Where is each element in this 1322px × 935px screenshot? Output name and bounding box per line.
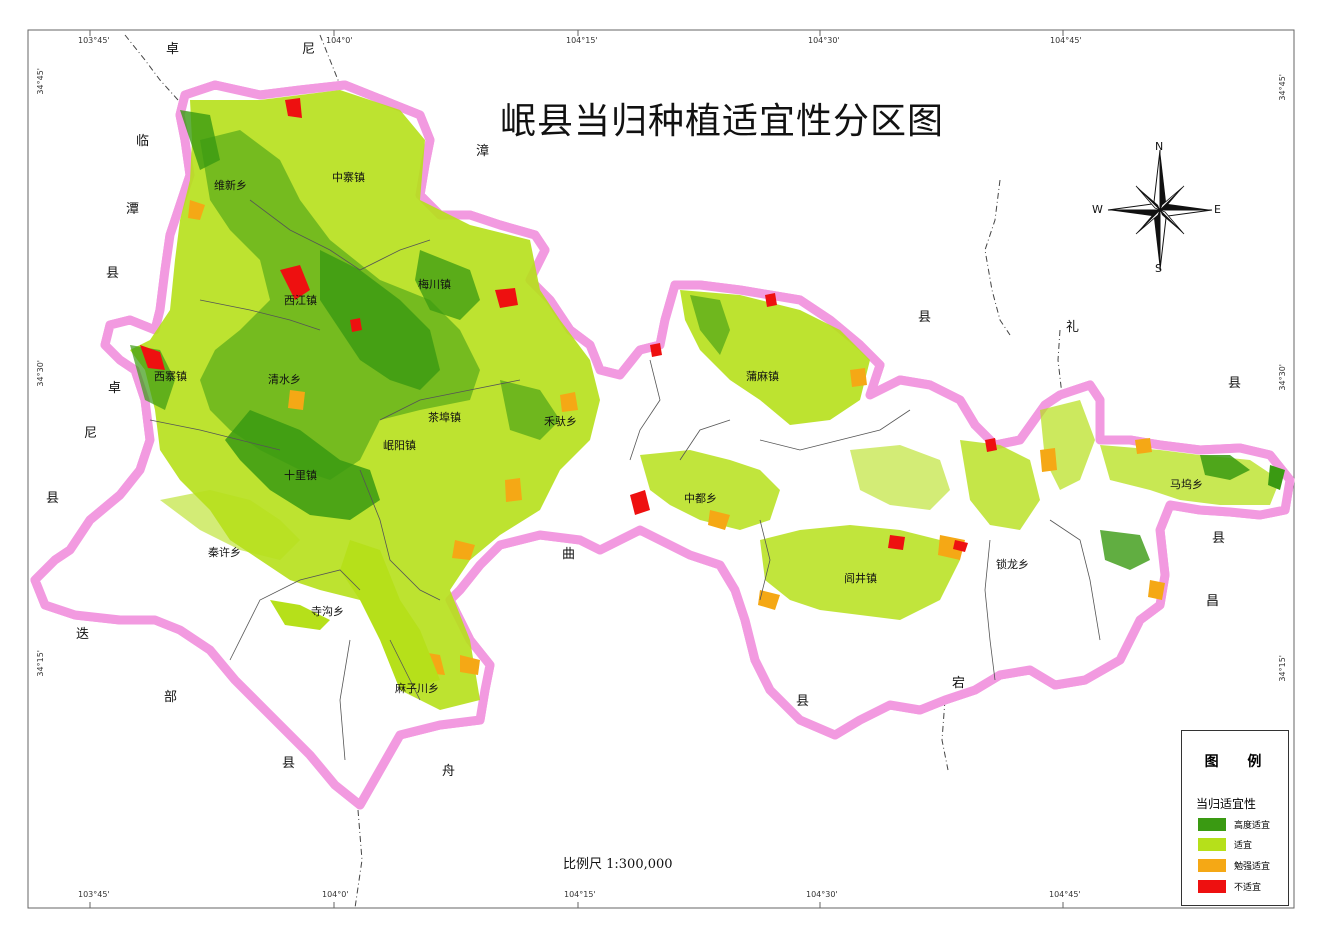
legend-swatch: [1198, 879, 1226, 893]
neighbor-label: 漳: [476, 144, 490, 159]
grid-label-top: 103°45': [78, 36, 110, 45]
neighbor-label: 昌: [1206, 594, 1220, 609]
neighbor-label: 县: [796, 694, 810, 709]
legend-item: 适宜: [1198, 837, 1252, 851]
town-label: 麻子川乡: [395, 682, 439, 695]
neighbor-label: 潭: [126, 202, 140, 217]
grid-label-bottom: 104°45': [1049, 890, 1081, 899]
town-label: 西寨镇: [154, 370, 187, 383]
neighbor-label: 舟: [442, 764, 456, 779]
town-label: 锁龙乡: [996, 558, 1029, 571]
town-label: 维新乡: [214, 179, 247, 192]
county-border-line: [941, 699, 949, 771]
grid-label-right: 34°45': [1278, 74, 1287, 101]
town-label: 闾井镇: [844, 572, 877, 585]
legend-label: 不适宜: [1234, 882, 1262, 893]
county-border-line: [354, 809, 363, 909]
neighbor-label: 县: [106, 266, 120, 281]
compass-n: N: [1155, 140, 1164, 153]
compass-rose-icon: [1107, 149, 1213, 271]
neighbor-label: 县: [46, 491, 60, 506]
town-label: 西江镇: [284, 294, 317, 307]
town-label: 禾驮乡: [544, 415, 577, 428]
neighbor-label: 县: [282, 756, 296, 771]
neighbor-label: 县: [1228, 376, 1242, 391]
grid-label-top: 104°30': [808, 36, 840, 45]
grid-label-left: 34°15': [36, 650, 45, 677]
town-label: 蒲麻镇: [746, 370, 779, 383]
county-border-line: [124, 34, 179, 101]
town-label: 梅川镇: [418, 278, 451, 291]
legend-swatch: [1198, 837, 1226, 851]
map-frame: [27, 29, 1295, 909]
legend-item: 不适宜: [1198, 879, 1261, 893]
legend-label: 高度适宜: [1234, 820, 1271, 831]
neighbor-label: 曲: [562, 547, 576, 562]
grid-label-right: 34°15': [1278, 655, 1287, 682]
county-border-line: [319, 34, 341, 86]
legend: 图 例 当归适宜性 高度适宜 适宜 勉强适宜 不适宜: [1181, 730, 1289, 906]
neighbor-label: 临: [136, 134, 150, 149]
scale-text: 比例尺 1:300,000: [563, 857, 673, 872]
neighbor-label: 县: [1212, 531, 1226, 546]
legend-swatch: [1198, 817, 1226, 831]
town-label: 茶埠镇: [428, 411, 461, 424]
grid-label-top: 104°0': [326, 36, 353, 45]
county-border-line: [984, 179, 1011, 336]
neighbor-label: 尼: [84, 426, 98, 441]
neighbor-label: 卓: [166, 42, 180, 57]
neighbor-label: 卓: [108, 381, 122, 396]
grid-label-top: 104°45': [1050, 36, 1082, 45]
town-label: 清水乡: [268, 373, 301, 386]
legend-label: 适宜: [1234, 840, 1253, 851]
town-label: 中都乡: [684, 492, 717, 505]
neighbor-label: 宕: [952, 676, 966, 691]
grid-label-left: 34°45': [36, 68, 45, 95]
map-title: 岷县当归种植适宜性分区图: [500, 101, 945, 142]
grid-label-top: 104°15': [566, 36, 598, 45]
compass-w: W: [1092, 203, 1103, 216]
legend-label: 勉强适宜: [1234, 861, 1271, 872]
neighbor-label: 尼: [302, 42, 316, 57]
neighbor-label: 礼: [1066, 320, 1080, 335]
county-border-line: [1057, 329, 1063, 396]
suitability-areas: [130, 90, 1285, 710]
grid-label-right: 34°30': [1278, 364, 1287, 391]
legend-item: 勉强适宜: [1198, 858, 1270, 872]
township-boundaries: [149, 199, 1101, 761]
grid-label-bottom: 104°15': [564, 890, 596, 899]
neighbor-label: 部: [164, 690, 178, 705]
town-label: 寺沟乡: [311, 605, 344, 618]
town-label: 中寨镇: [332, 171, 365, 184]
legend-swatch: [1198, 858, 1226, 872]
town-label: 岷阳镇: [383, 439, 416, 452]
grid-label-left: 34°30': [36, 360, 45, 387]
compass-e: E: [1214, 203, 1221, 216]
grid-label-bottom: 104°0': [322, 890, 349, 899]
town-label: 马坞乡: [1170, 478, 1203, 491]
legend-item: 高度适宜: [1198, 817, 1270, 831]
legend-title: 图 例: [1204, 754, 1274, 770]
town-label: 秦许乡: [208, 546, 241, 559]
neighbor-label: 县: [918, 310, 932, 325]
legend-subtitle: 当归适宜性: [1196, 797, 1257, 811]
compass-s: S: [1155, 262, 1162, 275]
grid-label-bottom: 104°30': [806, 890, 838, 899]
grid-label-bottom: 103°45': [78, 890, 110, 899]
town-label: 十里镇: [284, 469, 317, 482]
neighbor-label: 迭: [76, 627, 90, 642]
